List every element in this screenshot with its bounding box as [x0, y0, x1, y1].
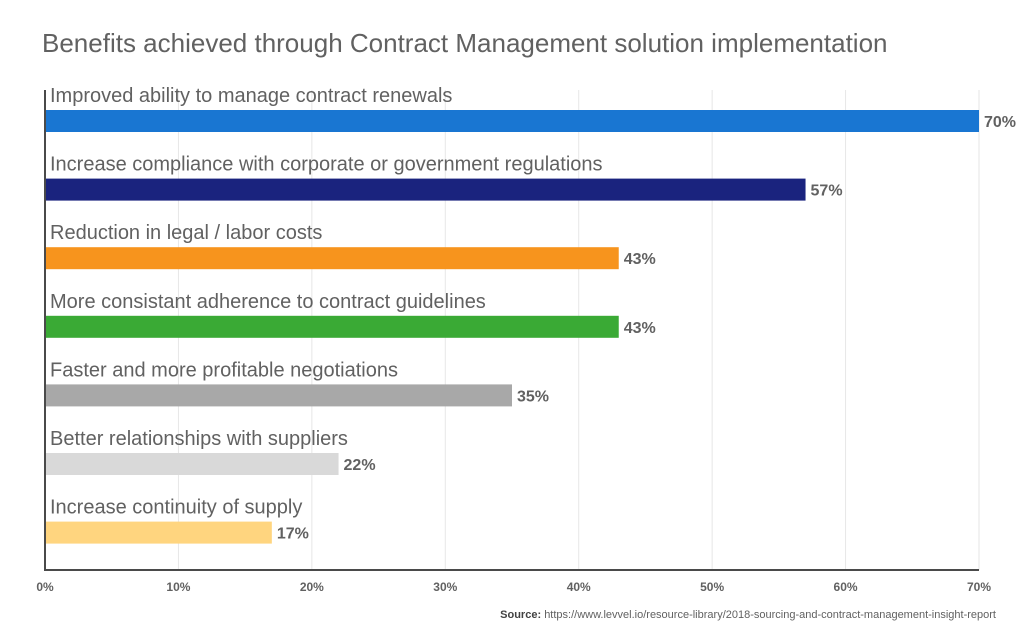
category-label: Faster and more profitable negotiations [50, 359, 398, 381]
x-tick-label: 70% [967, 580, 991, 594]
x-tick-label: 0% [36, 580, 54, 594]
category-label: Better relationships with suppliers [50, 428, 348, 450]
bar [45, 384, 512, 407]
value-label: 43% [624, 320, 656, 337]
source-note: Source: https://www.levvel.io/resource-l… [500, 609, 996, 621]
x-tick-label: 20% [300, 580, 324, 594]
bar [45, 521, 272, 544]
x-tick-label: 30% [433, 580, 457, 594]
category-label: Increase compliance with corporate or go… [50, 154, 603, 176]
source-url: https://www.levvel.io/resource-library/2… [544, 609, 996, 621]
bar [45, 453, 339, 475]
value-label: 35% [517, 388, 549, 405]
bar [45, 178, 806, 201]
source-label: Source: [500, 609, 542, 621]
bar [45, 247, 619, 270]
x-tick-label: 60% [834, 580, 858, 594]
x-tick-label: 10% [166, 580, 190, 594]
x-tick-label: 50% [700, 580, 724, 594]
bar [45, 315, 619, 338]
value-label: 43% [624, 251, 656, 268]
chart-title: Benefits achieved through Contract Manag… [42, 28, 888, 58]
category-label: Reduction in legal / labor costs [50, 222, 322, 244]
value-label: 70% [984, 114, 1016, 131]
category-label: More consistant adherence to contract gu… [50, 291, 486, 313]
x-tick-label: 40% [567, 580, 591, 594]
value-label: 17% [277, 526, 309, 543]
category-label: Improved ability to manage contract rene… [50, 85, 452, 107]
value-label: 22% [344, 457, 376, 474]
value-label: 57% [811, 183, 843, 200]
bar [45, 110, 979, 132]
category-label: Increase continuity of supply [50, 497, 302, 519]
